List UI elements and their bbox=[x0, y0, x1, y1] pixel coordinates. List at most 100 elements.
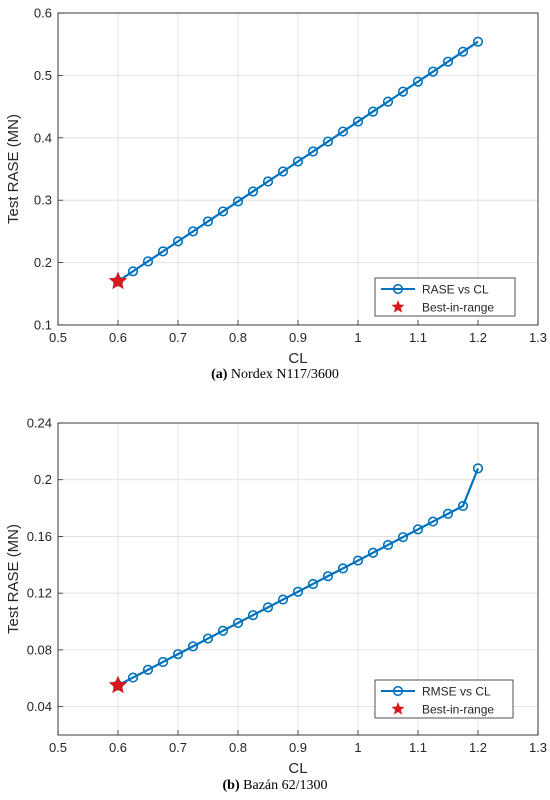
chart-b-data-point bbox=[307, 578, 319, 590]
caption-a: (a) Nordex N117/3600 bbox=[0, 367, 550, 383]
chart-b-data-point bbox=[247, 610, 259, 621]
chart-a-data-point bbox=[382, 96, 394, 107]
chart-b-data-point bbox=[472, 463, 484, 474]
chart-b-y-tick-label: 0.16 bbox=[27, 529, 52, 544]
chart-a-y-tick-label: 0.4 bbox=[34, 130, 52, 145]
chart-b-data-point bbox=[367, 547, 379, 558]
chart-a-data-point bbox=[367, 106, 379, 117]
chart-a-data-point bbox=[277, 166, 289, 177]
chart-a-data-point bbox=[127, 266, 139, 277]
caption-a-label: (a) bbox=[211, 367, 228, 382]
chart-a-x-tick-label: 1.2 bbox=[469, 330, 487, 345]
chart-b-data-point bbox=[442, 508, 454, 519]
chart-b-legend-star bbox=[391, 702, 405, 715]
chart-b-data-point bbox=[397, 532, 409, 543]
chart-a-x-tick-label: 1.3 bbox=[529, 330, 547, 345]
chart-b-x-tick-label: 0.7 bbox=[169, 740, 187, 755]
chart-b-series-line bbox=[117, 467, 480, 687]
chart-a-y-tick-label: 0.5 bbox=[34, 68, 52, 83]
chart-a-data-point bbox=[217, 206, 229, 217]
chart-a-x-tick-label: 0.7 bbox=[169, 330, 187, 345]
chart-a-data-point bbox=[172, 236, 184, 247]
chart-b-data-point bbox=[172, 649, 184, 660]
chart-a-data-point bbox=[232, 196, 244, 207]
chart-a-data-point bbox=[397, 86, 409, 97]
chart-b-legend: RMSE vs CL Best-in-range bbox=[374, 679, 514, 719]
caption-b: (b) Bazán 62/1300 bbox=[0, 778, 550, 794]
chart-a-data-point bbox=[427, 66, 439, 77]
chart-b-data-point bbox=[457, 500, 469, 512]
chart-b: 0.5 0.6 0.7 0.8 0.9 1 1.1 1.2 1.3 0.04 0.08 0.12 0.1… bbox=[5, 416, 547, 776]
chart-panel-a: 0.5 0.6 0.7 0.8 0.9 1 1.1 1.2 1.3 0.1 0.2 0.3 0.4 0.5… bbox=[0, 6, 550, 383]
chart-a-best-point-star bbox=[108, 271, 128, 290]
chart-b-y-tick-label: 0.12 bbox=[27, 586, 52, 601]
chart-b-data-point bbox=[412, 524, 424, 535]
chart-b-legend-label: Best-in-range bbox=[422, 703, 494, 717]
chart-a-x-tick-label: 0.6 bbox=[109, 330, 127, 345]
chart-b-x-tick-label: 0.5 bbox=[49, 740, 67, 755]
chart-b-data-point bbox=[127, 672, 139, 683]
chart-b-best-point-star bbox=[108, 675, 128, 694]
chart-b-x-tick-label: 1.3 bbox=[529, 740, 547, 755]
chart-a-data-point bbox=[442, 56, 454, 67]
chart-b-data-point bbox=[142, 664, 154, 675]
chart-a-data-point bbox=[307, 146, 319, 157]
chart-b-x-tick-label: 1 bbox=[354, 740, 361, 755]
chart-a-data-point bbox=[457, 46, 469, 57]
chart-b-legend-marker bbox=[392, 685, 404, 697]
chart-b-data-point bbox=[202, 633, 214, 644]
chart-a-data-point bbox=[337, 126, 349, 137]
chart-b-data-point bbox=[217, 625, 229, 636]
chart-a-x-tick-label: 1 bbox=[354, 330, 361, 345]
chart-a-data-point bbox=[247, 186, 259, 197]
chart-a-y-axis-label: Test RASE (MN) bbox=[5, 114, 22, 224]
chart-b-x-tick-label: 0.9 bbox=[289, 740, 307, 755]
chart-b-data-point bbox=[352, 555, 364, 566]
chart-a-y-tick-label: 0.2 bbox=[34, 255, 52, 270]
chart-b-y-tick-label: 0.04 bbox=[27, 699, 52, 714]
chart-a-x-axis-label: CL bbox=[288, 350, 307, 365]
chart-b-y-tick-label: 0.08 bbox=[27, 642, 52, 657]
caption-a-text: Nordex N117/3600 bbox=[227, 367, 339, 382]
chart-a-data-point bbox=[352, 116, 364, 127]
chart-b-data-point bbox=[157, 656, 169, 668]
chart-a-legend: RASE vs CL Best-in-range bbox=[374, 277, 516, 317]
chart-a-data-point bbox=[157, 246, 169, 257]
chart-a-data-point bbox=[262, 176, 274, 187]
chart-b-data-point bbox=[262, 602, 274, 613]
chart-a-data-point bbox=[292, 156, 304, 167]
chart-b-axes-frame bbox=[57, 422, 539, 736]
chart-b-data-point bbox=[382, 539, 394, 551]
chart-b-x-tick-label: 1.2 bbox=[469, 740, 487, 755]
chart-b-data-point bbox=[337, 563, 349, 574]
chart-a-series-line bbox=[117, 40, 479, 283]
chart-a-x-tick-label: 0.8 bbox=[229, 330, 247, 345]
chart-b-y-tick-label: 0.24 bbox=[27, 416, 52, 431]
chart-b-x-tick-label: 0.8 bbox=[229, 740, 247, 755]
chart-a-data-point bbox=[187, 226, 199, 237]
chart-a-legend-label: RASE vs CL bbox=[422, 283, 489, 297]
chart-a-legend-label: Best-in-range bbox=[422, 301, 494, 315]
chart-a-legend-star bbox=[391, 300, 405, 313]
chart-a-data-point bbox=[202, 216, 214, 227]
chart-b-data-point bbox=[187, 641, 199, 652]
chart-a-axes-frame bbox=[57, 12, 539, 326]
chart-a-x-tick-label: 1.1 bbox=[409, 330, 427, 345]
chart-panel-b: 0.5 0.6 0.7 0.8 0.9 1 1.1 1.2 1.3 0.04 0.08 0.12 0.1… bbox=[0, 400, 550, 800]
chart-a-data-point bbox=[412, 76, 424, 87]
chart-b-data-point bbox=[322, 571, 334, 582]
caption-b-text: Bazán 62/1300 bbox=[239, 778, 328, 793]
chart-a-y-tick-label: 0.6 bbox=[34, 6, 52, 21]
chart-b-y-axis-label: Test RASE (MN) bbox=[5, 524, 22, 634]
chart-b-legend-label: RMSE vs CL bbox=[422, 685, 491, 699]
chart-a-x-tick-label: 0.5 bbox=[49, 330, 67, 345]
chart-b-y-tick-label: 0.2 bbox=[34, 472, 52, 487]
chart-b-data-point bbox=[292, 586, 304, 597]
chart-a-data-point bbox=[322, 136, 334, 147]
chart-b-data-point bbox=[232, 617, 244, 629]
chart-b-x-tick-label: 1.1 bbox=[409, 740, 427, 755]
chart-a-legend-marker bbox=[392, 283, 404, 295]
chart-a-y-tick-label: 0.3 bbox=[34, 193, 52, 208]
chart-a-data-point bbox=[142, 256, 154, 267]
chart-a-x-tick-label: 0.9 bbox=[289, 330, 307, 345]
